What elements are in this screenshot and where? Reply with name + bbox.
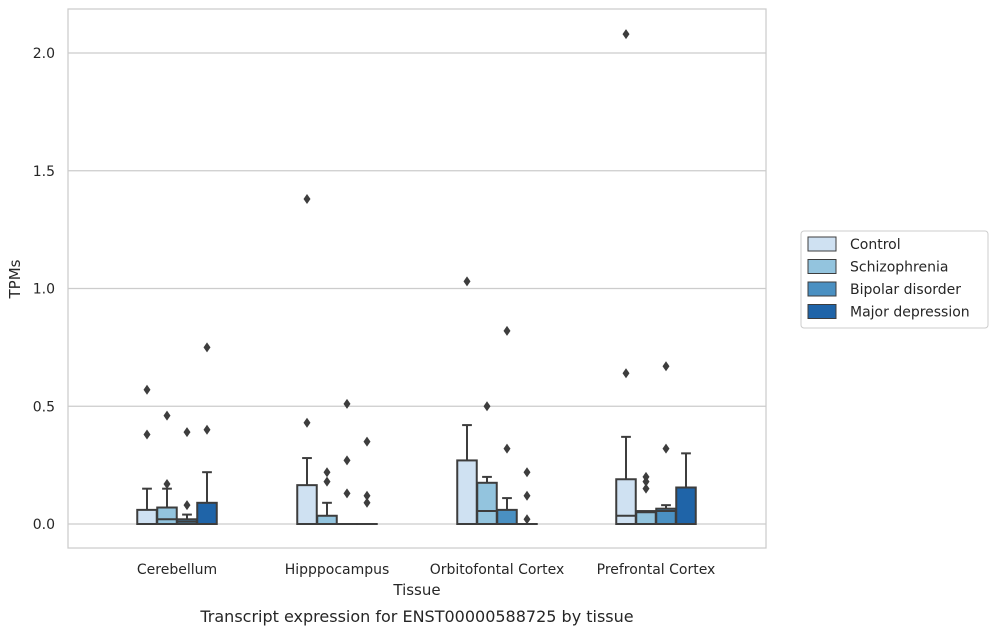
y-tick-label: 1.5	[33, 164, 55, 180]
legend-label: Schizophrenia	[850, 260, 948, 276]
y-tick-label: 0.0	[33, 517, 55, 533]
legend-swatch	[808, 305, 836, 319]
legend-swatch	[808, 237, 836, 251]
y-tick-label: 0.5	[33, 399, 55, 415]
x-tick-label: Prefrontal Cortex	[597, 562, 716, 578]
legend-swatch	[808, 282, 836, 296]
legend: Control Schizophrenia Bipolar disorder Majo…	[801, 231, 988, 328]
y-tick-label: 2.0	[33, 46, 55, 62]
box	[157, 508, 177, 524]
box	[197, 503, 217, 524]
plot-area	[68, 9, 766, 548]
box	[317, 516, 337, 524]
box	[616, 479, 636, 524]
legend-label: Bipolar disorder	[850, 282, 961, 298]
y-axis-label: TPMs	[6, 259, 24, 299]
y-ticks: 0.0 0.5 1.0 1.5 2.0	[33, 46, 55, 533]
legend-label: Major depression	[850, 305, 970, 321]
legend-swatch	[808, 260, 836, 274]
box	[297, 485, 317, 524]
x-tick-label: Orbitofontal Cortex	[430, 562, 565, 578]
y-tick-label: 1.0	[33, 282, 55, 298]
x-ticks: Cerebellum Hipppocampus Orbitofontal Corte…	[137, 562, 715, 578]
x-axis-label: Tissue	[392, 581, 440, 599]
box	[477, 483, 497, 524]
box	[497, 510, 517, 524]
box	[676, 487, 696, 524]
x-tick-label: Hipppocampus	[285, 562, 390, 578]
box	[457, 460, 477, 524]
legend-label: Control	[850, 237, 901, 253]
x-tick-label: Cerebellum	[137, 562, 217, 578]
box	[137, 510, 157, 524]
figure-caption: Transcript expression for ENST0000058872…	[199, 607, 633, 626]
